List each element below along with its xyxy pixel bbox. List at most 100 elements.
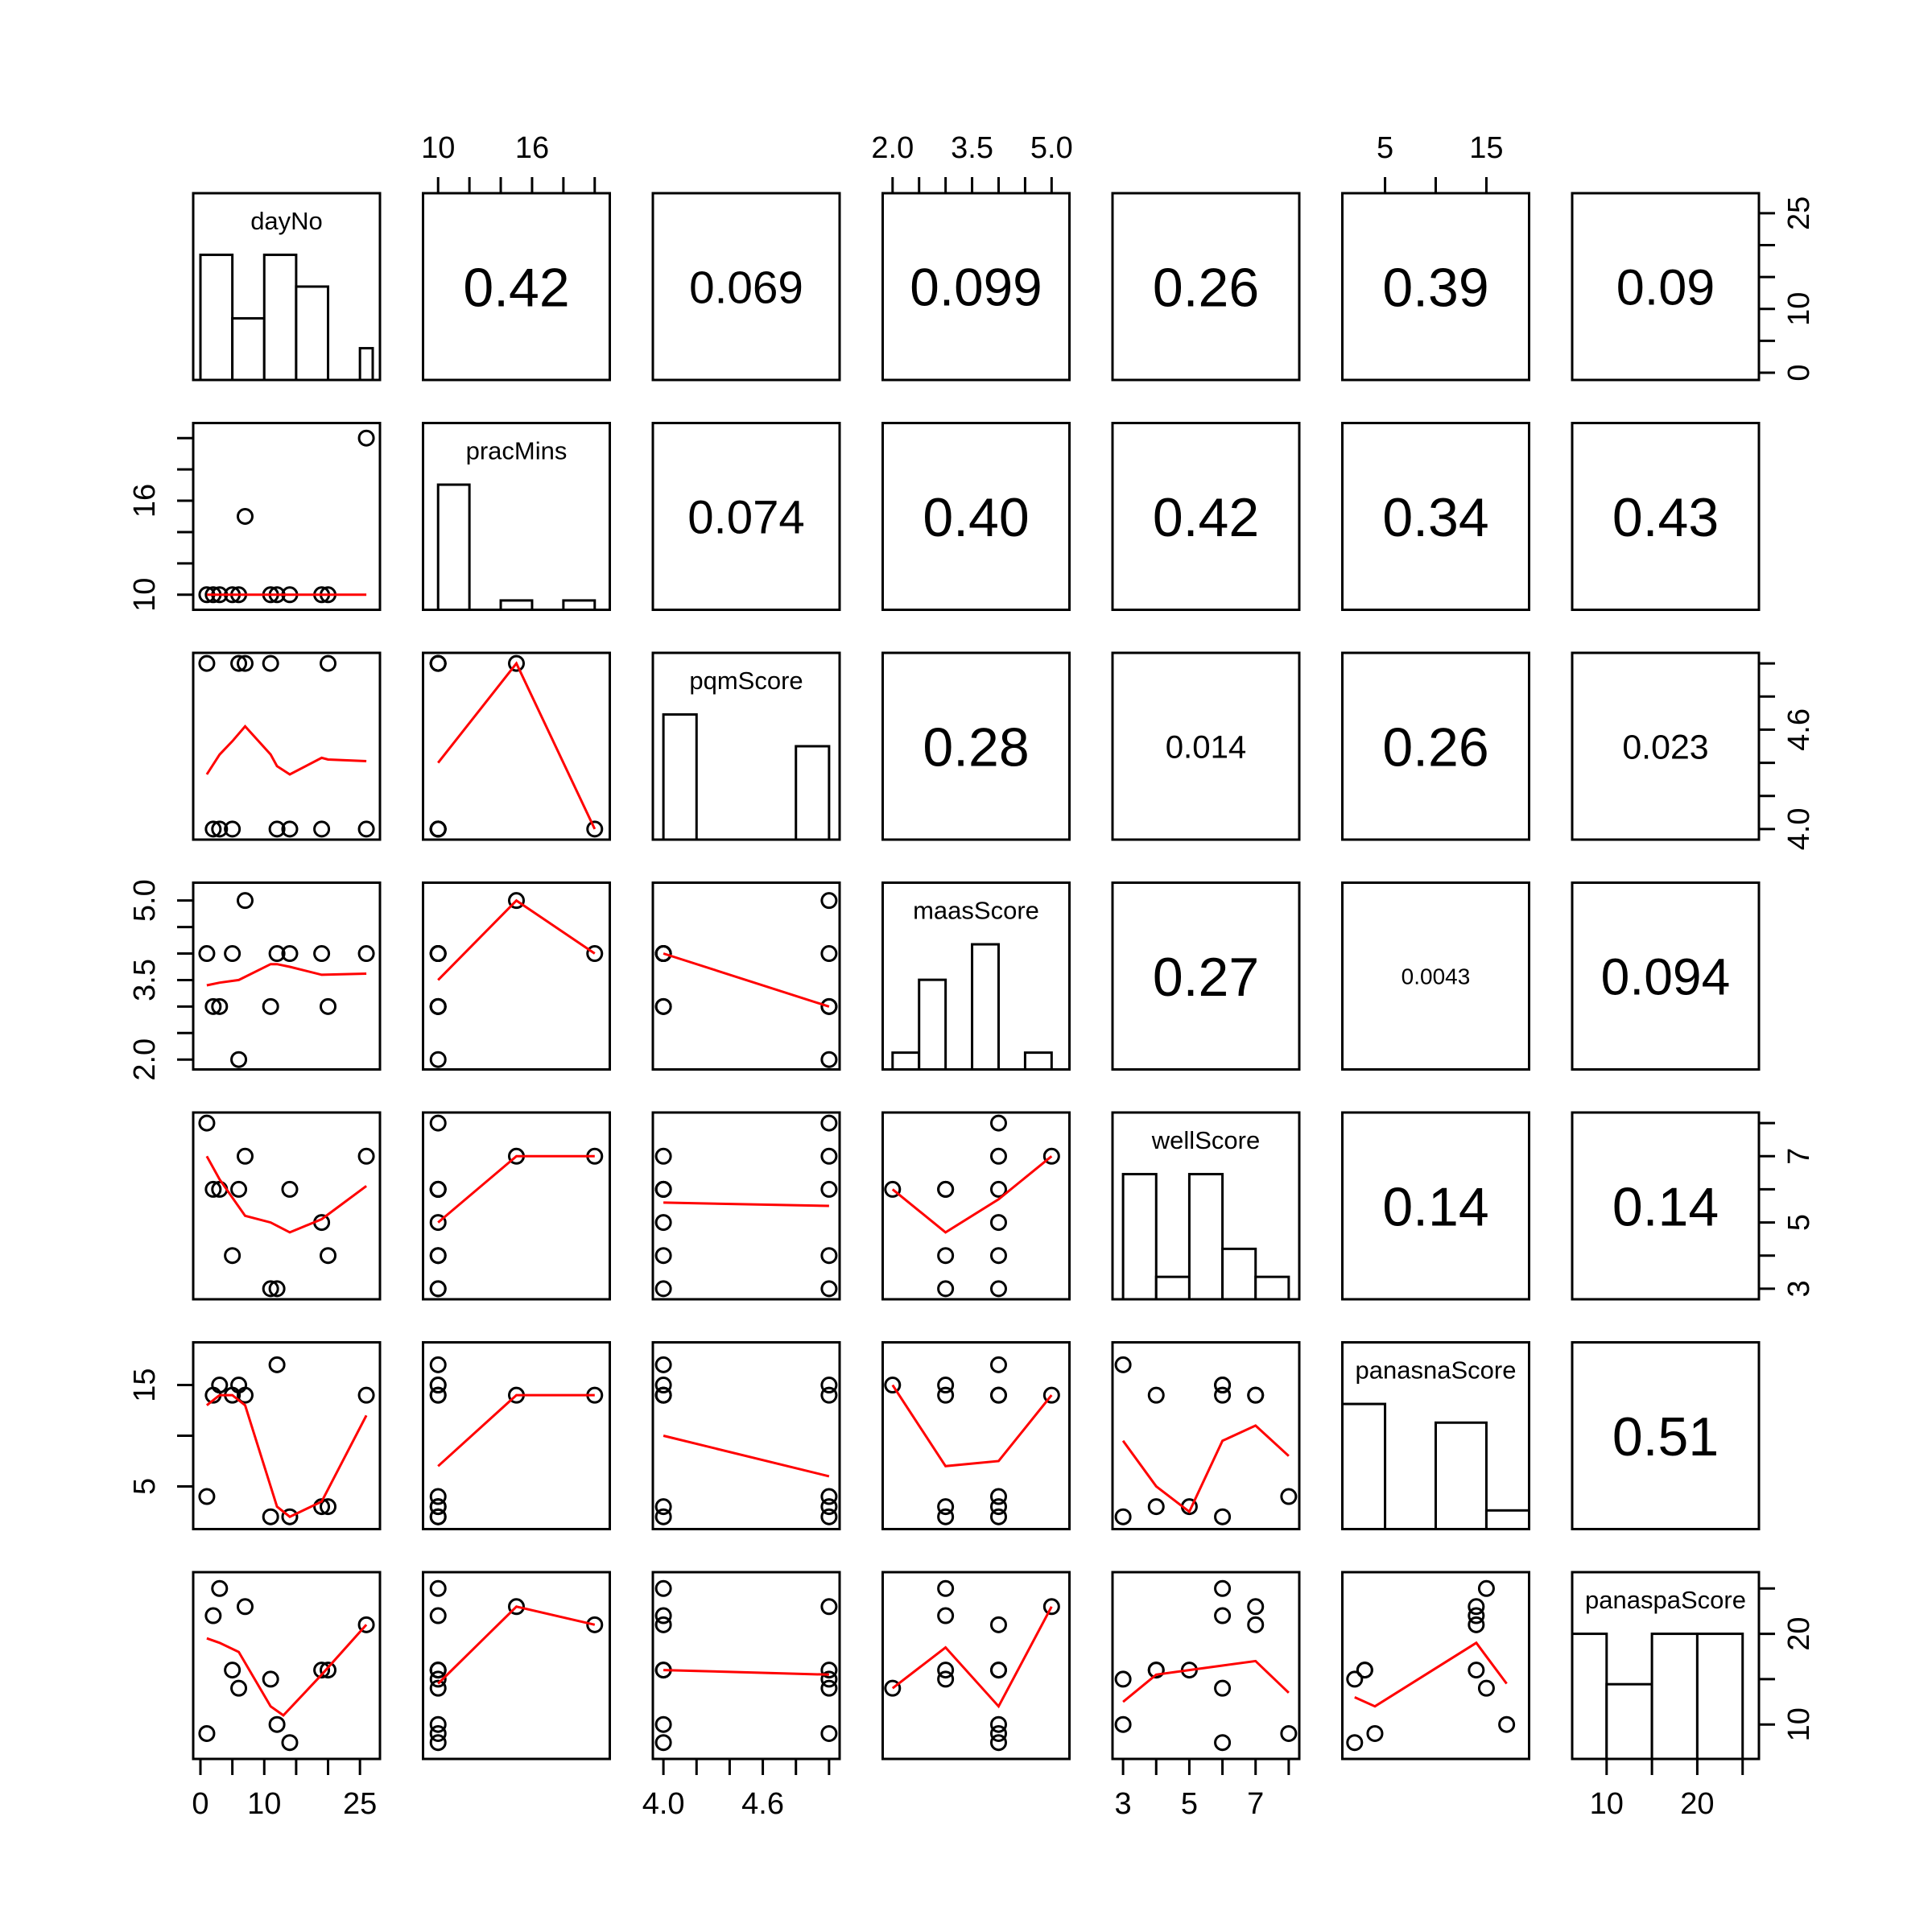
x-tick-label: 5 — [1377, 131, 1393, 165]
scatter-point — [586, 1616, 604, 1633]
correlation-value: 0.39 — [1382, 257, 1488, 318]
histogram-bar — [1605, 1682, 1653, 1761]
scatter-point — [820, 1670, 838, 1688]
scatter-point — [1280, 1488, 1298, 1505]
scatter-point — [820, 1498, 838, 1516]
scatter-point — [236, 1598, 254, 1616]
scatter-point — [429, 1508, 447, 1525]
scatter-point — [820, 1386, 838, 1404]
scatter-point — [281, 945, 299, 963]
scatter-point — [989, 1356, 1007, 1373]
correlation-value: 0.34 — [1382, 487, 1488, 548]
scatter-point — [1114, 1356, 1132, 1373]
scatter-point — [937, 1607, 955, 1624]
scatter-point — [429, 1715, 447, 1733]
scatter-point — [1346, 1734, 1364, 1752]
scatter-point — [204, 997, 222, 1015]
histogram-bar — [231, 316, 266, 382]
panel-pqmScore-maasScore — [881, 651, 1071, 841]
panel-panaspaScore-wellScore — [1111, 1571, 1301, 1761]
scatter-point — [1477, 1679, 1495, 1697]
scatter-point — [429, 820, 447, 838]
correlation-value: 0.099 — [910, 258, 1042, 317]
scatter-point — [429, 1579, 447, 1597]
smoother-line — [437, 1605, 596, 1685]
histogram-bar — [262, 254, 298, 382]
histogram-bar — [199, 254, 234, 382]
scatter-point — [654, 1377, 672, 1394]
panel-pracMins-pqmScore — [651, 422, 841, 611]
scatter-point — [820, 1679, 838, 1697]
histogram-bar — [1484, 1509, 1530, 1531]
scatter-point — [320, 1662, 337, 1679]
panel-pracMins-maasScore — [881, 422, 1071, 611]
y-tick-label: 5.0 — [128, 879, 162, 922]
smoother-line — [206, 963, 367, 987]
scatter-point — [989, 1386, 1007, 1404]
smoother-line — [663, 952, 830, 1008]
smoother-line — [891, 1606, 1053, 1709]
scatter-point — [320, 1498, 337, 1516]
x-tick-label: 2.0 — [871, 131, 914, 165]
smoother-line — [663, 1201, 829, 1208]
scatter-point — [586, 945, 604, 963]
scatter-point — [654, 1147, 672, 1165]
scatter-point — [429, 1488, 447, 1505]
scatter-point — [820, 1180, 838, 1198]
scatter-point — [429, 1662, 447, 1679]
correlation-value: 0.28 — [923, 716, 1029, 778]
panel-maasScore-panaspaScore — [1571, 881, 1761, 1071]
variable-name-pqmScore: pqmScore — [689, 667, 803, 695]
scatter-point — [429, 1214, 447, 1232]
scatter-point — [429, 1607, 447, 1624]
panel-panaspaScore-dayNo — [192, 1571, 382, 1761]
scatter-point — [211, 820, 229, 838]
scatter-point — [1468, 1662, 1485, 1679]
scatter-point — [937, 1377, 955, 1394]
scatter-point — [198, 654, 216, 672]
scatter-point — [989, 1616, 1007, 1633]
y-tick-label: 3.5 — [128, 959, 162, 1001]
scatter-point — [357, 945, 375, 963]
correlation-value: 0.014 — [1166, 729, 1247, 765]
scatter-point — [429, 1180, 447, 1198]
panel-panaspaScore-panasnaScore — [1341, 1571, 1530, 1761]
scatter-point — [429, 1377, 447, 1394]
scatter-point — [320, 997, 337, 1015]
histogram-bar — [1435, 1421, 1488, 1531]
scatter-point — [1468, 1607, 1485, 1624]
scatter-point — [820, 1662, 838, 1679]
scatter-point — [429, 654, 447, 672]
scatter-point — [820, 1724, 838, 1742]
y-tick-label: 2.0 — [128, 1038, 162, 1081]
scatter-point — [654, 1498, 672, 1516]
scatter-point — [1280, 1724, 1298, 1742]
scatter-point — [1366, 1724, 1384, 1742]
scatter-point — [989, 1280, 1007, 1298]
scatter-point — [937, 1670, 955, 1688]
scatter-point — [204, 820, 222, 838]
scatter-point — [654, 1715, 672, 1733]
panel-wellScore-maasScore — [881, 1111, 1071, 1301]
scatter-point — [1147, 1498, 1165, 1516]
scatter-point — [1247, 1386, 1265, 1404]
scatter-point — [224, 1247, 242, 1265]
correlation-value: 0.0043 — [1402, 964, 1471, 989]
smoother-line — [437, 661, 597, 830]
scatter-point — [1114, 1715, 1132, 1733]
histogram-bar — [971, 943, 1000, 1071]
histogram-bar — [562, 599, 597, 612]
y-tick-label: 15 — [128, 1368, 162, 1402]
panel-pracMins-panasnaScore — [1341, 422, 1530, 611]
scatter-point — [313, 820, 331, 838]
scatter-point — [820, 1377, 838, 1394]
panel-maasScore-dayNo — [192, 881, 382, 1071]
correlation-value: 0.42 — [463, 257, 569, 318]
scatter-point — [586, 820, 604, 838]
scatter-point — [1498, 1715, 1516, 1733]
variable-name-dayNo: dayNo — [250, 207, 323, 235]
scatter-point — [1214, 1607, 1232, 1624]
smoother-line — [437, 898, 596, 981]
scatter-point — [654, 1734, 672, 1752]
